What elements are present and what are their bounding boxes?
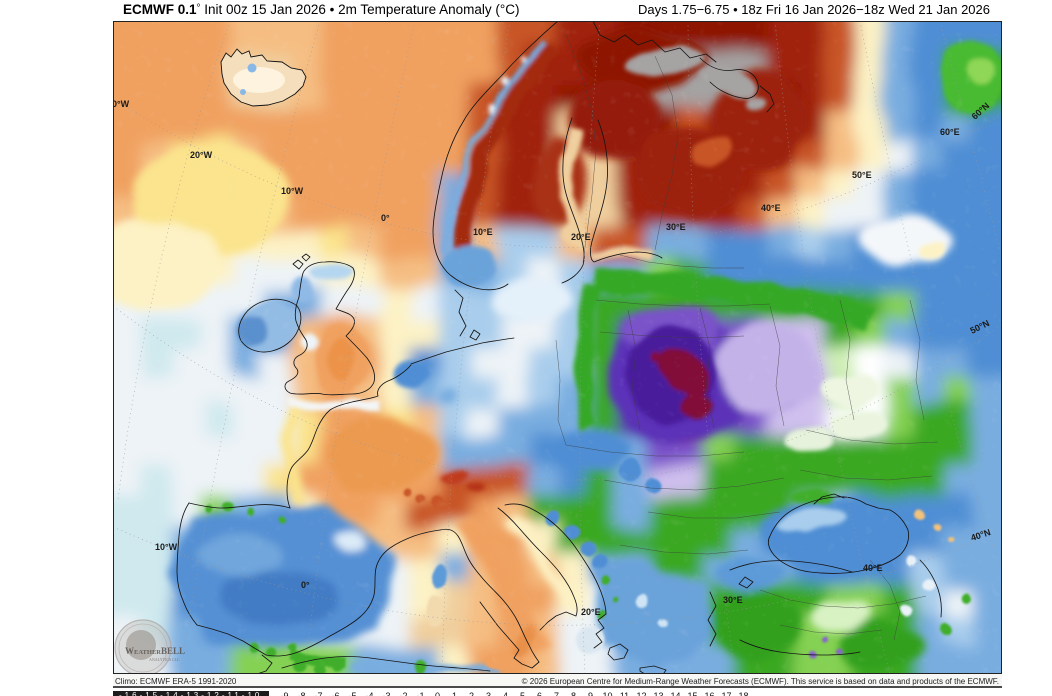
- svg-text:50°E: 50°E: [852, 170, 872, 180]
- svg-text:20°E: 20°E: [571, 232, 591, 242]
- svg-text:10°W: 10°W: [155, 542, 178, 552]
- svg-text:ANALYTICS LLC: ANALYTICS LLC: [149, 657, 180, 662]
- svg-text:10°E: 10°E: [473, 227, 493, 237]
- svg-text:30°E: 30°E: [666, 222, 686, 232]
- svg-text:10°W: 10°W: [281, 186, 304, 196]
- svg-text:0°: 0°: [381, 213, 390, 223]
- svg-text:30°E: 30°E: [723, 595, 743, 605]
- svg-text:40°E: 40°E: [761, 203, 781, 213]
- svg-text:60°E: 60°E: [940, 127, 960, 137]
- svg-text:20°W: 20°W: [190, 150, 213, 160]
- svg-text:WEATHERBELL: WEATHERBELL: [125, 646, 185, 656]
- svg-text:0°W: 0°W: [113, 99, 130, 109]
- svg-text:0°: 0°: [301, 580, 310, 590]
- svg-text:40°E: 40°E: [863, 563, 883, 573]
- svg-text:20°E: 20°E: [581, 607, 601, 617]
